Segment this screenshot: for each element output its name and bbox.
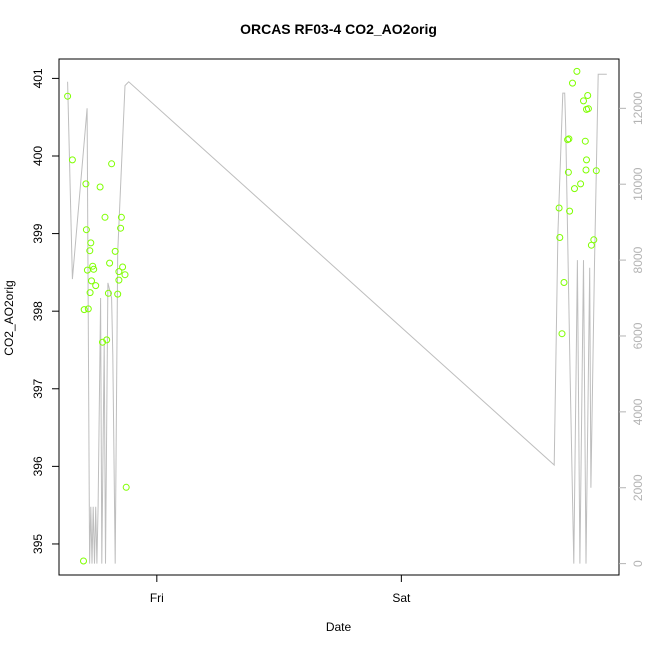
data-point [564,136,572,144]
data-point [87,239,95,247]
y-right-tick-label: 6000 [631,322,645,349]
y-right-tick-label: 12000 [631,91,645,125]
y-left-tick-label: 400 [31,146,45,166]
data-point [96,183,104,191]
x-tick-label: Sat [392,591,411,605]
data-point [560,279,568,286]
y-axis-label: CO2_AO2orig [2,280,16,355]
data-point [571,185,578,193]
data-point [103,336,111,344]
data-point [122,483,130,491]
data-point [86,289,94,297]
data-point [564,168,572,176]
data-point [99,338,106,346]
data-point [83,266,91,274]
data-point [121,271,129,279]
plot-frame [58,58,620,576]
series-points-group [64,67,600,565]
data-point [556,234,564,241]
series-line-group [67,73,607,564]
data-point [111,247,119,255]
data-point [84,305,92,313]
data-point [580,97,587,105]
y-right-tick-label: 4000 [631,398,645,425]
data-point [80,306,88,314]
x-axis-label: Date [326,620,352,634]
data-point [104,289,112,297]
data-point [582,166,590,174]
data-point [590,236,598,244]
data-point [101,213,109,221]
y-left-tick-label: 397 [31,378,45,398]
data-point [577,180,585,188]
y-left-tick-label: 401 [31,68,45,88]
chart-title: ORCAS RF03-4 CO2_AO2orig [240,21,437,37]
data-point [88,277,95,285]
data-point [90,265,98,273]
y-axis-left: 395 396 397 398 399 400 401 [31,68,59,554]
data-point [80,557,87,565]
data-point [565,135,573,143]
data-point [115,268,123,276]
data-point [92,282,100,290]
data-point [573,67,581,75]
x-tick-label: Fri [150,591,164,605]
data-point [108,160,116,168]
data-point [569,79,576,87]
data-point [566,207,574,215]
y-left-tick-label: 399 [31,223,45,243]
y-right-tick-label: 2000 [631,474,645,501]
data-point [555,204,563,212]
data-point [106,259,114,267]
data-point [583,156,590,164]
data-point [584,105,592,113]
data-point [119,263,127,271]
data-point [117,224,125,232]
data-point [114,290,122,298]
data-point [117,213,125,221]
y-right-tick-label: 8000 [631,246,645,273]
y-right-tick-label: 0 [631,560,645,567]
y-left-tick-label: 395 [31,534,45,554]
data-point [86,247,94,255]
series-line [67,73,607,564]
data-point [581,137,589,145]
y-left-tick-label: 396 [31,456,45,476]
data-point [82,180,90,188]
data-point [558,330,566,338]
data-point [584,92,592,99]
data-point [89,262,97,270]
data-point [64,92,72,100]
data-point [82,226,90,234]
x-axis: Fri Sat [150,575,411,605]
y-left-tick-label: 398 [31,301,45,321]
data-point [592,167,600,175]
y-axis-right: 0 2000 4000 6000 8000 10000 12000 [619,91,645,567]
data-point [68,156,76,164]
y-right-tick-label: 10000 [631,167,645,201]
data-point [115,276,123,284]
